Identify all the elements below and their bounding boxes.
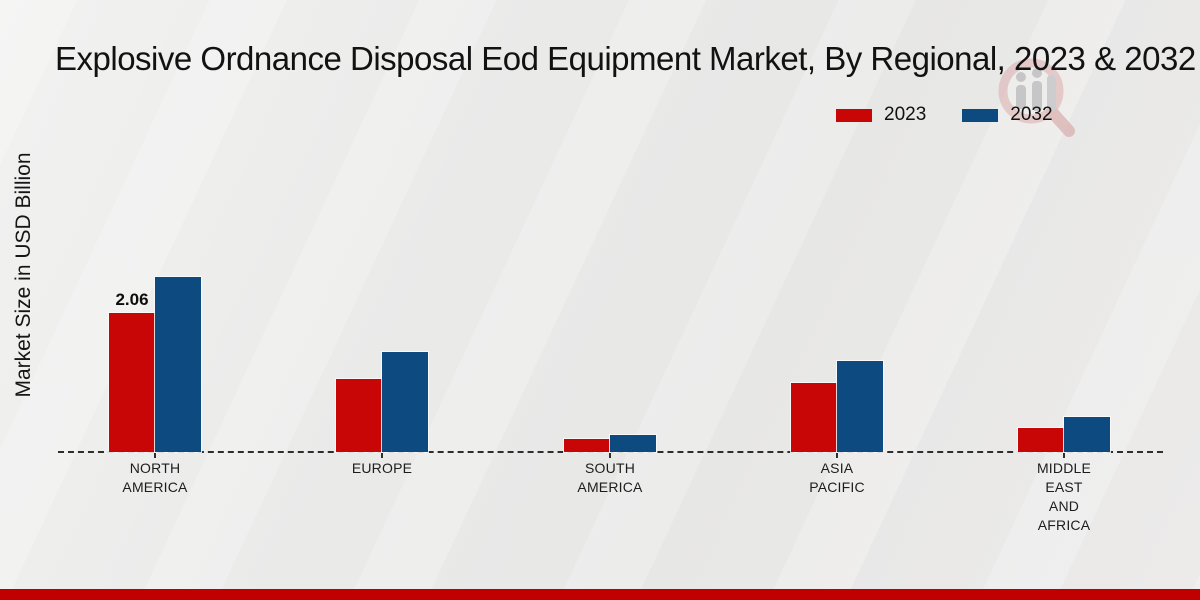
bar-value-label: 2.06	[115, 290, 149, 309]
market-research-magnifier-logo-icon	[998, 58, 1075, 137]
chart-legend: 2023 2032	[836, 104, 1053, 126]
x-axis-tick	[836, 452, 838, 458]
x-axis-tick	[381, 452, 383, 458]
category-label-line: MIDDLE	[1036, 460, 1092, 476]
legend-swatch-2032	[962, 108, 999, 122]
bar-2032-north-america	[154, 276, 202, 453]
legend-label: 2023	[884, 104, 927, 125]
x-axis-tick	[609, 452, 611, 458]
category-label-line: EUROPE	[351, 460, 413, 476]
bar-2032-asia-pacific	[836, 360, 884, 453]
legend-swatch-2023	[836, 108, 872, 122]
category-label-middle-east-and-africa: MIDDLE EAST AND AFRICA	[994, 459, 1134, 535]
bar-2032-middle-east-and-africa	[1063, 416, 1111, 453]
x-axis-tick	[1063, 452, 1065, 458]
category-label-line: AMERICA	[577, 479, 643, 495]
category-label-line: AMERICA	[122, 479, 188, 495]
category-label-line: AND	[1048, 498, 1080, 514]
bar-2023-asia-pacific	[790, 382, 838, 453]
chart-title: Explosive Ordnance Disposal Eod Equipmen…	[55, 40, 1196, 77]
bar-2023-middle-east-and-africa	[1017, 427, 1065, 453]
bar-2032-europe	[381, 351, 429, 453]
bar-2023-europe	[335, 378, 383, 453]
footer-accent-bar	[0, 589, 1200, 600]
bar-2032-south-america	[609, 434, 657, 453]
y-axis-label: Market Size in USD Billion	[12, 152, 35, 398]
category-label-line: ASIA	[820, 460, 854, 476]
category-label-line: EAST	[1045, 479, 1083, 495]
category-label-line: AFRICA	[1037, 517, 1091, 533]
legend-item-2023: 2023	[836, 104, 926, 126]
category-label-asia-pacific: ASIA PACIFIC	[767, 459, 907, 497]
bar-2023-south-america	[563, 438, 611, 453]
category-label-europe: EUROPE	[312, 459, 452, 478]
category-label-line: NORTH	[129, 460, 181, 476]
legend-item-2032: 2032	[962, 104, 1053, 126]
category-label-line: SOUTH	[585, 460, 635, 476]
bar-2023-north-america	[108, 312, 156, 453]
category-label-line: PACIFIC	[809, 479, 865, 495]
category-label-north-america: NORTH AMERICA	[85, 459, 225, 497]
legend-label: 2032	[1010, 104, 1053, 125]
x-axis-tick	[154, 452, 156, 458]
category-label-south-america: SOUTH AMERICA	[540, 459, 680, 497]
